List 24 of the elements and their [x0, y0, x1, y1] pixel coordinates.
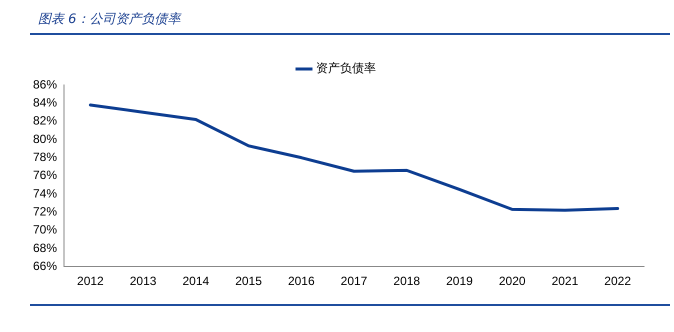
x-tick-label: 2014	[182, 274, 210, 288]
y-tick-label: 84%	[32, 95, 58, 110]
x-tick-label: 2021	[552, 274, 579, 288]
x-tick-label: 2015	[235, 274, 262, 288]
chart-title: 图表 6：公司资产负债率	[38, 11, 180, 28]
y-tick-label: 78%	[32, 150, 58, 164]
x-tick-label: 2013	[130, 274, 157, 288]
x-tick-label: 2018	[393, 274, 420, 288]
y-tick-label: 74%	[32, 186, 58, 200]
y-tick-label: 66%	[32, 258, 58, 273]
y-tick-label: 76%	[32, 168, 58, 182]
x-tick-label: 2016	[288, 274, 315, 288]
y-tick-label: 82%	[32, 114, 58, 128]
y-tick-label: 86%	[32, 77, 58, 92]
y-tick-label: 70%	[32, 222, 58, 237]
legend-label: 资产负债率	[316, 61, 376, 76]
y-tick-label: 68%	[32, 240, 58, 255]
x-tick-label: 2022	[604, 274, 632, 288]
x-tick-label: 2020	[498, 274, 526, 288]
y-tick-label: 72%	[32, 204, 58, 218]
x-tick-label: 2012	[77, 274, 104, 288]
x-tick-label: 2019	[446, 274, 474, 288]
y-tick-label: 80%	[32, 132, 58, 146]
x-tick-label: 2017	[340, 274, 368, 288]
